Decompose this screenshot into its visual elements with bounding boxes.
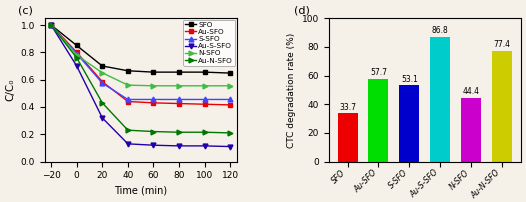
Text: 57.7: 57.7: [370, 68, 387, 77]
S-SFO: [227, 98, 234, 101]
Au-S-SFO: [74, 65, 80, 67]
Text: 53.1: 53.1: [401, 75, 418, 84]
Text: 86.8: 86.8: [432, 26, 449, 35]
SFO: [125, 69, 131, 72]
Au-S-SFO: [99, 117, 105, 119]
Bar: [430, 37, 450, 162]
X-axis label: Time (min): Time (min): [114, 186, 167, 196]
S-SFO: [125, 98, 131, 101]
S-SFO: [99, 82, 105, 84]
SFO: [150, 71, 157, 73]
S-SFO: [48, 24, 54, 26]
N-SFO: [227, 85, 234, 87]
Au-SFO: [150, 102, 157, 104]
Bar: [461, 98, 481, 162]
Text: 44.4: 44.4: [462, 87, 480, 96]
Line: Au-SFO: Au-SFO: [49, 23, 232, 107]
Au-S-SFO: [125, 143, 131, 145]
Line: N-SFO: N-SFO: [49, 23, 232, 88]
Au-SFO: [227, 104, 234, 106]
Au-S-SFO: [227, 145, 234, 148]
Au-S-SFO: [176, 145, 182, 147]
SFO: [48, 24, 54, 26]
Au-SFO: [99, 80, 105, 83]
SFO: [99, 65, 105, 67]
N-SFO: [48, 24, 54, 26]
Au-N-SFO: [99, 102, 105, 104]
Line: Au-N-SFO: Au-N-SFO: [49, 23, 232, 135]
Au-S-SFO: [150, 144, 157, 146]
SFO: [176, 71, 182, 73]
Text: 33.7: 33.7: [339, 103, 356, 112]
Au-N-SFO: [201, 131, 208, 134]
Line: S-SFO: S-SFO: [49, 23, 232, 102]
SFO: [227, 72, 234, 74]
Line: SFO: SFO: [49, 23, 232, 76]
S-SFO: [176, 98, 182, 101]
S-SFO: [74, 53, 80, 55]
Text: (c): (c): [18, 5, 33, 15]
Au-SFO: [176, 102, 182, 105]
Line: Au-S-SFO: Au-S-SFO: [49, 23, 232, 149]
Au-N-SFO: [150, 130, 157, 133]
Au-N-SFO: [227, 132, 234, 134]
Text: (d): (d): [294, 5, 310, 15]
Au-SFO: [48, 24, 54, 26]
Bar: [338, 113, 358, 162]
Au-SFO: [125, 100, 131, 103]
Au-SFO: [201, 103, 208, 105]
Au-N-SFO: [176, 131, 182, 134]
Y-axis label: CTC degradation rate (%): CTC degradation rate (%): [287, 32, 296, 147]
Au-S-SFO: [201, 145, 208, 147]
S-SFO: [201, 98, 208, 101]
Text: 77.4: 77.4: [493, 40, 510, 49]
N-SFO: [99, 72, 105, 74]
N-SFO: [150, 85, 157, 87]
N-SFO: [201, 85, 208, 87]
Bar: [399, 85, 419, 162]
Au-S-SFO: [48, 24, 54, 26]
Au-SFO: [74, 51, 80, 54]
SFO: [74, 44, 80, 47]
Y-axis label: C/C₀: C/C₀: [5, 79, 15, 101]
S-SFO: [150, 98, 157, 101]
SFO: [201, 71, 208, 73]
Au-N-SFO: [48, 24, 54, 26]
Au-N-SFO: [125, 129, 131, 131]
N-SFO: [125, 84, 131, 86]
Bar: [368, 79, 389, 162]
Legend: SFO, Au-SFO, S-SFO, Au-S-SFO, N-SFO, Au-N-SFO: SFO, Au-SFO, S-SFO, Au-S-SFO, N-SFO, Au-…: [183, 20, 235, 66]
Au-N-SFO: [74, 57, 80, 59]
Bar: [492, 50, 512, 162]
N-SFO: [176, 85, 182, 87]
N-SFO: [74, 54, 80, 56]
